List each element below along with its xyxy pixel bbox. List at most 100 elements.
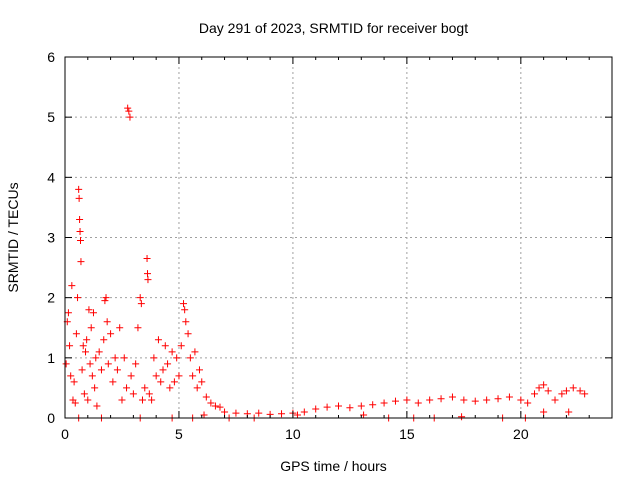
data-point (145, 390, 153, 398)
data-point (369, 401, 377, 409)
data-point (83, 336, 91, 344)
data-point (540, 408, 548, 416)
data-point (216, 403, 224, 411)
data-point (193, 384, 201, 392)
data-point (175, 372, 183, 380)
x-tick-label: 20 (513, 426, 529, 442)
data-point (540, 381, 548, 389)
data-point (460, 396, 468, 404)
data-point (184, 330, 192, 338)
data-point (531, 390, 539, 398)
y-tick-label: 5 (47, 109, 55, 125)
data-point (312, 405, 320, 413)
data-point (517, 396, 525, 404)
data-point (67, 372, 75, 380)
data-point (76, 237, 84, 245)
data-point (202, 393, 210, 401)
data-point (551, 396, 559, 404)
data-point (103, 318, 111, 326)
data-point (278, 410, 286, 418)
data-point (182, 318, 190, 326)
x-tick-label: 15 (399, 426, 415, 442)
data-point (72, 330, 80, 338)
data-point (123, 384, 131, 392)
data-point (137, 300, 145, 308)
data-point (134, 324, 142, 332)
data-point (148, 396, 156, 404)
tick-labels: 0 5 10 15 20 0 1 2 3 4 5 6 (47, 49, 529, 442)
data-point (88, 372, 96, 380)
data-point (177, 342, 185, 350)
y-tick-label: 0 (47, 410, 55, 426)
data-point (125, 107, 133, 115)
data-point (558, 390, 566, 398)
data-point (68, 282, 76, 290)
data-point (346, 404, 354, 412)
data-point (391, 397, 399, 405)
data-point (111, 354, 119, 362)
data-point (126, 113, 134, 121)
data-point (129, 390, 137, 398)
data-point (89, 309, 97, 317)
data-point (79, 342, 87, 350)
data-point (180, 300, 188, 308)
data-point (300, 408, 308, 416)
data-point (132, 360, 140, 368)
data-point (109, 378, 117, 386)
data-point (95, 348, 103, 356)
data-point (77, 258, 85, 266)
data-point (357, 402, 365, 410)
data-point (82, 348, 90, 356)
data-point (166, 384, 174, 392)
data-point (97, 366, 105, 374)
data-point (581, 390, 589, 398)
data-point (113, 366, 121, 374)
data-point (84, 396, 92, 404)
data-point (191, 348, 199, 356)
data-point (91, 384, 99, 392)
data-point (76, 215, 84, 223)
x-axis-title: GPS time / hours (280, 458, 387, 474)
data-point (138, 396, 146, 404)
data-point (562, 387, 570, 395)
x-tick-label: 5 (175, 426, 183, 442)
data-point (74, 294, 82, 302)
data-point (255, 409, 263, 417)
data-point (75, 194, 83, 202)
data-point (170, 378, 178, 386)
data-point (76, 227, 84, 235)
data-point (458, 413, 466, 421)
data-point (124, 104, 132, 112)
data-point (164, 360, 172, 368)
y-tick-label: 2 (47, 290, 55, 306)
data-point (75, 185, 83, 193)
data-point (104, 360, 112, 368)
data-point (92, 354, 100, 362)
y-tick-label: 3 (47, 230, 55, 246)
data-point (143, 255, 151, 263)
data-point (71, 399, 79, 407)
data-point (565, 408, 573, 416)
data-point (154, 336, 162, 344)
data-point (120, 354, 128, 362)
data-point (64, 309, 72, 317)
data-point (524, 399, 532, 407)
data-point (494, 395, 502, 403)
axis-ticks (64, 56, 613, 419)
chart-title: Day 291 of 2023, SRMTID for receiver bog… (199, 20, 468, 36)
data-point (157, 378, 165, 386)
data-point (159, 366, 167, 374)
y-tick-label: 6 (47, 49, 55, 65)
data-point (80, 390, 88, 398)
data-point (181, 306, 189, 314)
data-point (87, 324, 95, 332)
data-point (448, 393, 456, 401)
data-point (360, 411, 368, 419)
data-point (221, 408, 229, 416)
y-tick-label: 4 (47, 169, 55, 185)
data-point (414, 399, 422, 407)
data-point (102, 294, 110, 302)
data-point (152, 372, 160, 380)
